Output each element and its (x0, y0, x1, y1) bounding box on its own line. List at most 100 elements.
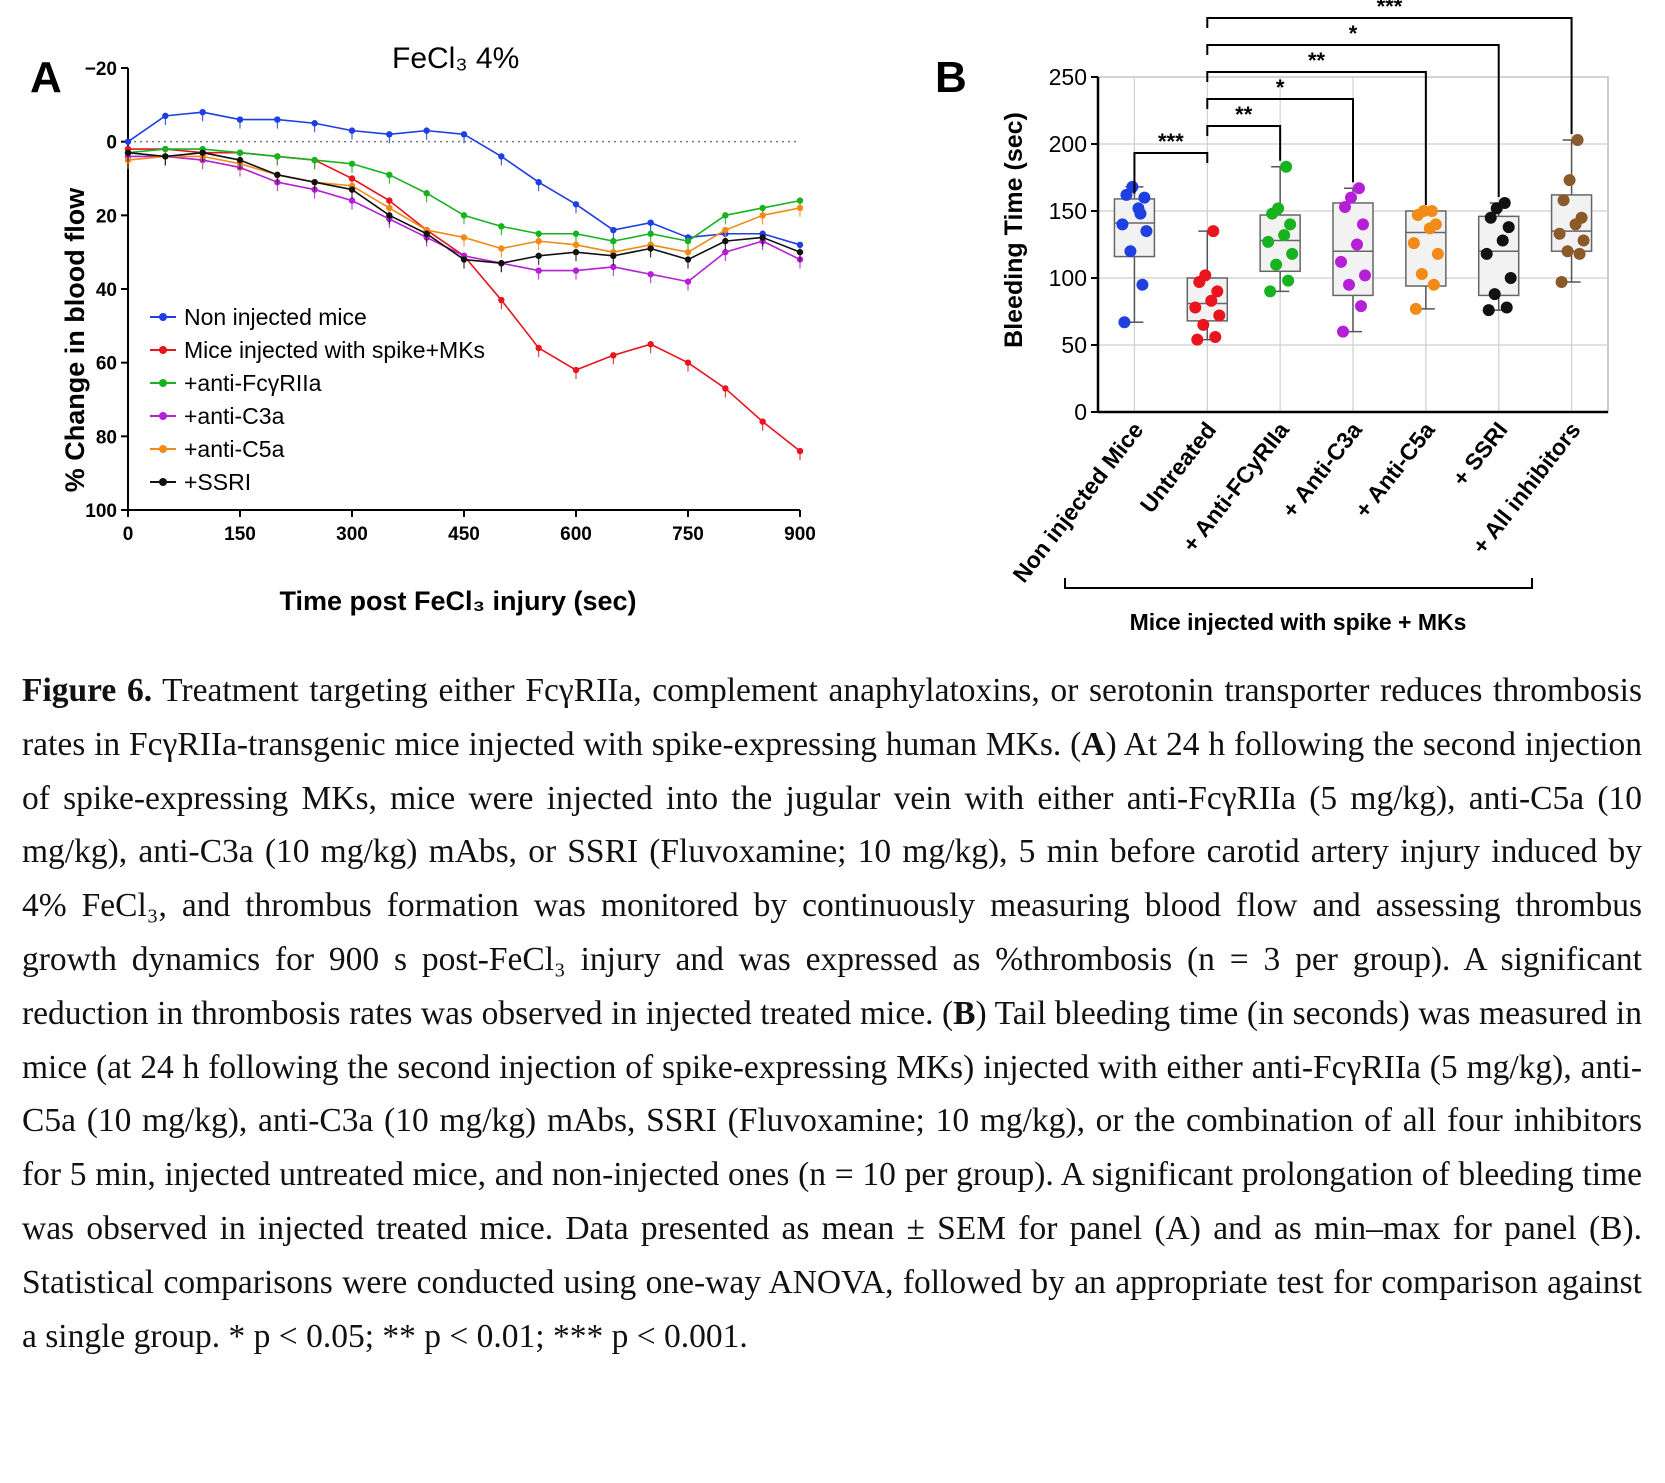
data-point (647, 245, 654, 252)
category-label: + SSRI (1447, 417, 1513, 491)
data-point (498, 153, 505, 160)
data-point (1272, 202, 1285, 215)
figure-panels: A FeCl₃ 4% Time post FeCl₃ injury (sec) … (30, 0, 1609, 635)
data-point (348, 175, 356, 182)
data-point (572, 267, 580, 274)
panel-b-ylabel: Bleeding Time (sec) (1000, 112, 1028, 348)
data-point (460, 234, 468, 241)
data-point (274, 171, 281, 179)
data-point (722, 212, 729, 219)
data-point (1213, 309, 1226, 322)
significance-bracket (1206, 125, 1282, 161)
caption-title: Treatment targeting either FcγRIIa, comp… (22, 672, 1642, 763)
data-point (1555, 276, 1568, 289)
data-point (236, 149, 244, 156)
data-point (1571, 133, 1584, 146)
data-point (572, 241, 580, 248)
data-point (647, 271, 654, 278)
data-point (1138, 191, 1151, 204)
data-point (124, 149, 132, 156)
y-tick-label: −20 (85, 59, 117, 80)
significance-bracket (1133, 152, 1209, 194)
x-tick-label: 150 (224, 524, 256, 545)
data-point (1270, 258, 1283, 271)
legend-entry-label: Mice injected with spike+MKs (184, 337, 485, 363)
data-point (1278, 229, 1291, 242)
y-tick-label: 150 (1049, 198, 1087, 224)
data-point (1136, 278, 1149, 291)
data-point (572, 201, 580, 208)
legend-entry-label: +anti-FcγRIIa (184, 370, 322, 396)
data-point (1262, 235, 1275, 248)
significance-label: ** (1235, 102, 1253, 127)
series-line (127, 151, 801, 265)
data-point (535, 230, 542, 237)
significance-bracket (1206, 44, 1500, 197)
data-point (348, 127, 356, 134)
data-point (1498, 196, 1511, 209)
data-point (1343, 278, 1355, 291)
x-tick-label: 450 (448, 524, 480, 545)
panel-a-ylabel: % Change in blood flow (60, 187, 90, 492)
data-point (460, 212, 468, 219)
data-point (684, 256, 692, 263)
data-point (684, 278, 692, 285)
data-point (796, 447, 804, 455)
y-tick-label: 0 (106, 133, 117, 154)
data-point (535, 267, 542, 274)
panel-a-letter: A (30, 53, 62, 102)
data-point (1504, 272, 1517, 284)
data-point (1575, 211, 1588, 224)
data-point (647, 341, 654, 348)
data-point (1409, 302, 1422, 315)
data-point (1577, 234, 1590, 247)
data-point (348, 160, 356, 167)
data-point (1339, 200, 1351, 213)
data-point (1407, 237, 1420, 250)
significance-label: *** (1377, 0, 1403, 19)
data-point (1345, 191, 1357, 204)
legend-entry-label: +anti-C3a (184, 403, 285, 429)
data-point (1357, 218, 1369, 231)
data-point (1118, 316, 1131, 329)
y-tick-label: 200 (1049, 131, 1087, 157)
caption-part-b: Tail bleeding time (in seconds) was meas… (22, 994, 1642, 1247)
data-point (684, 248, 692, 256)
data-point (1337, 325, 1349, 338)
data-point (1425, 205, 1438, 217)
significance-label: * (1349, 21, 1358, 46)
data-point (610, 237, 617, 245)
data-point (1429, 218, 1442, 231)
y-tick-label: 60 (96, 354, 117, 375)
legend-swatch-marker (159, 412, 167, 420)
data-point (124, 138, 132, 145)
group-label: Mice injected with spike + MKs (1130, 609, 1467, 635)
x-tick-label: 750 (672, 524, 704, 545)
data-point (1209, 330, 1222, 343)
y-tick-label: 50 (1061, 332, 1087, 358)
significance-label: ** (1308, 48, 1326, 73)
significance-label: * (1276, 75, 1285, 100)
legend-swatch-marker (159, 478, 167, 486)
data-point (759, 234, 766, 241)
legend-entry-label: Non injected mice (184, 304, 367, 330)
data-point (572, 230, 580, 237)
panel-b-letter: B (935, 53, 967, 102)
data-point (610, 252, 617, 260)
data-point (1355, 300, 1367, 313)
data-point (796, 204, 804, 212)
data-point (722, 226, 729, 234)
data-point (162, 112, 169, 120)
data-point (1553, 227, 1566, 240)
group-bracket (1064, 578, 1533, 589)
data-point (162, 153, 169, 160)
data-point (796, 197, 804, 204)
data-point (610, 226, 617, 234)
data-point (1431, 247, 1444, 260)
series-line (127, 148, 801, 242)
category-label: Non injected Mice (1007, 417, 1148, 587)
data-point (1140, 225, 1153, 238)
data-point (423, 127, 430, 134)
data-point (610, 263, 617, 271)
